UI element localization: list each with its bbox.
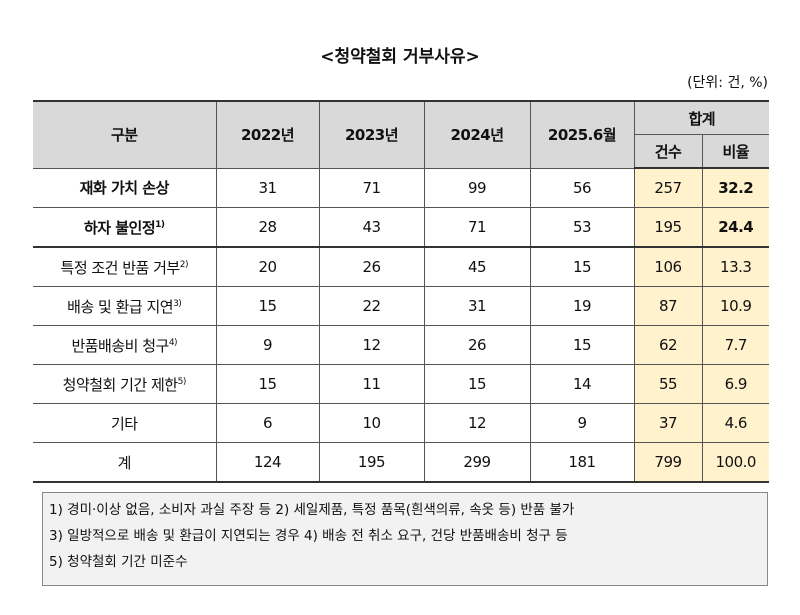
row-label: 하자 불인정1) [33,207,217,248]
year-value: 99 [423,167,531,208]
year-value: 195 [318,442,425,483]
year-value: 26 [423,325,531,365]
row-label-text: 재화 가치 손상 [79,179,170,198]
row-label-text: 반품배송비 청구 [71,336,169,355]
year-value: 15 [529,246,635,287]
row-label-text: 계 [117,453,132,472]
total-count: 195 [633,207,703,248]
total-count: 37 [633,403,703,443]
refusal-reasons-table: 구분 2022년 2023년 2024년 2025.6월 합계 건수 비율 재화… [33,100,769,483]
total-count: 106 [633,246,703,287]
row-label: 계 [33,442,217,483]
total-count: 799 [633,442,703,483]
year-value: 10 [318,403,425,443]
year-value: 181 [529,442,635,483]
header-count: 건수 [634,134,703,169]
year-value: 15 [423,364,531,404]
row-label: 재화 가치 손상 [33,167,217,208]
row-label-text: 배송 및 환급 지연 [67,297,174,316]
header-year: 2024년 [423,100,531,169]
footnote-ref: 3) [173,298,182,309]
year-value: 12 [318,325,425,365]
total-ratio: 100.0 [701,442,769,483]
header-total: 합계 [633,100,769,135]
row-label: 특정 조건 반품 거부2) [33,246,217,287]
total-ratio: 13.3 [701,246,769,287]
row-label: 배송 및 환급 지연3) [33,286,217,326]
year-value: 9 [529,403,635,443]
footnote-line: 5) 청약철회 기간 미준수 [49,554,188,570]
total-count: 55 [633,364,703,404]
row-label-text: 특정 조건 반품 거부 [60,258,181,277]
table-row: 기타 6 10 12 9 37 4.6 [33,403,769,443]
table-row: 하자 불인정1) 28 43 71 53 195 24.4 [33,207,769,248]
year-value: 124 [215,442,320,483]
year-value: 14 [529,364,635,404]
year-value: 22 [318,286,425,326]
table-row: 재화 가치 손상 31 71 99 56 257 32.2 [33,167,769,208]
year-value: 71 [318,167,425,208]
row-label: 반품배송비 청구4) [33,325,217,365]
year-value: 19 [529,286,635,326]
year-value: 45 [423,246,531,287]
header-year: 2023년 [318,100,425,169]
row-label: 청약철회 기간 제한5) [33,364,217,404]
total-count: 257 [633,167,703,208]
unit-label: (단위: 건, %) [687,75,768,91]
year-value: 26 [318,246,425,287]
footnote-line: 3) 일방적으로 배송 및 환급이 지연되는 경우 4) 배송 전 취소 요구,… [49,528,568,544]
year-value: 53 [529,207,635,248]
table-row: 청약철회 기간 제한5) 15 11 15 14 55 6.9 [33,364,769,404]
year-value: 9 [215,325,320,365]
row-label-text: 기타 [110,414,138,433]
footnote-ref: 4) [168,337,178,348]
year-value: 6 [215,403,320,443]
table-row: 특정 조건 반품 거부2) 20 26 45 15 106 13.3 [33,246,769,287]
header-year: 2025.6월 [529,100,635,169]
header-ratio: 비율 [701,134,769,169]
year-value: 31 [423,286,531,326]
year-value: 299 [423,442,531,483]
year-value: 43 [318,207,425,248]
footnote-ref: 2) [179,259,189,270]
year-value: 11 [318,364,425,404]
year-value: 20 [215,246,320,287]
total-ratio: 7.7 [701,325,769,365]
footnote-line: 1) 경미·이상 없음, 소비자 과실 주장 등 2) 세일제품, 특정 품목(… [49,502,575,518]
row-label-text: 청약철회 기간 제한 [62,375,178,394]
year-value: 31 [215,167,320,208]
footnotes-box: 1) 경미·이상 없음, 소비자 과실 주장 등 2) 세일제품, 특정 품목(… [42,492,768,586]
table-row: 계 124 195 299 181 799 100.0 [33,442,769,483]
total-count: 62 [633,325,703,365]
total-ratio: 10.9 [701,286,769,326]
year-value: 71 [423,207,531,248]
total-ratio: 24.4 [701,207,769,248]
total-ratio: 6.9 [701,364,769,404]
total-ratio: 4.6 [701,403,769,443]
footnote-ref: 1) [155,219,165,230]
year-value: 15 [215,364,320,404]
year-value: 12 [423,403,531,443]
row-label-text: 하자 불인정 [83,218,156,237]
header-year: 2022년 [215,100,320,169]
year-value: 56 [529,167,635,208]
table-row: 배송 및 환급 지연3) 15 22 31 19 87 10.9 [33,286,769,326]
total-count: 87 [633,286,703,326]
footnote-ref: 5) [177,376,187,387]
total-ratio: 32.2 [701,167,769,208]
row-label: 기타 [33,403,217,443]
table-title: <청약철회 거부사유> [320,47,480,67]
year-value: 15 [215,286,320,326]
header-category: 구분 [33,100,217,169]
table-row: 반품배송비 청구4) 9 12 26 15 62 7.7 [33,325,769,365]
year-value: 15 [529,325,635,365]
year-value: 28 [215,207,320,248]
